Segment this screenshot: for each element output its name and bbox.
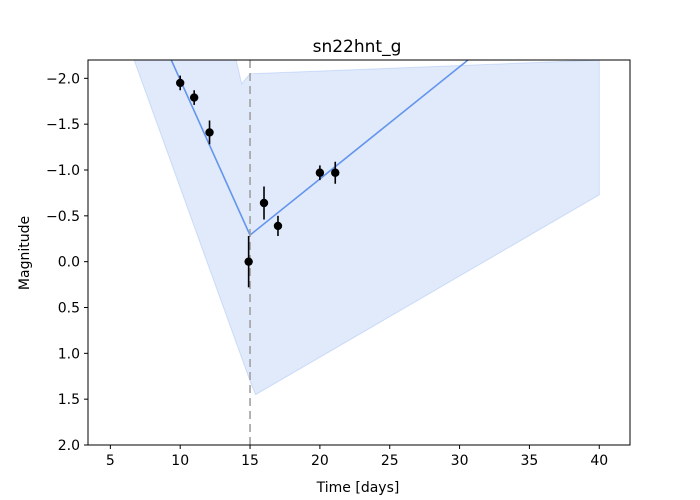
data-point [175,78,185,88]
x-tick-label: 10 [171,453,189,469]
data-point [331,168,340,177]
y-tick-label: 1.0 [58,346,80,362]
x-tick-label: 15 [241,453,259,469]
data-point [259,198,269,208]
y-axis-label: Magnitude [17,216,33,290]
data-point [273,221,283,231]
y-tick-label: 0.5 [58,301,80,317]
data-point [244,257,253,266]
y-tick-label: −1.5 [46,117,80,133]
y-tick-label: −2.0 [46,71,80,87]
x-tick-label: 35 [521,453,539,469]
x-axis-label: Time [days] [316,480,400,496]
y-tick-label: 2.0 [58,438,80,454]
x-tick-label: 25 [381,453,399,469]
data-point [205,128,214,137]
y-tick-label: −0.5 [46,209,80,225]
x-tick-label: 30 [451,453,469,469]
y-tick-label: 1.5 [58,392,80,408]
x-tick-label: 40 [590,453,608,469]
uncertainty-band [133,60,600,396]
y-tick-label: −1.0 [46,163,80,179]
x-tick-label: 5 [106,453,115,469]
data-point [189,93,199,102]
y-tick-label: 0.0 [58,255,80,271]
x-tick-label: 20 [311,453,329,469]
plot-frame [87,59,631,446]
plot-area [133,60,600,445]
chart-title: sn22hnt_g [313,37,402,57]
axes: 5 10 15 20 25 30 35 40 −2.0 −1.5 −1.0 −0.5 0.0 0.5 1.0… [46,59,631,469]
data-point [315,168,325,177]
